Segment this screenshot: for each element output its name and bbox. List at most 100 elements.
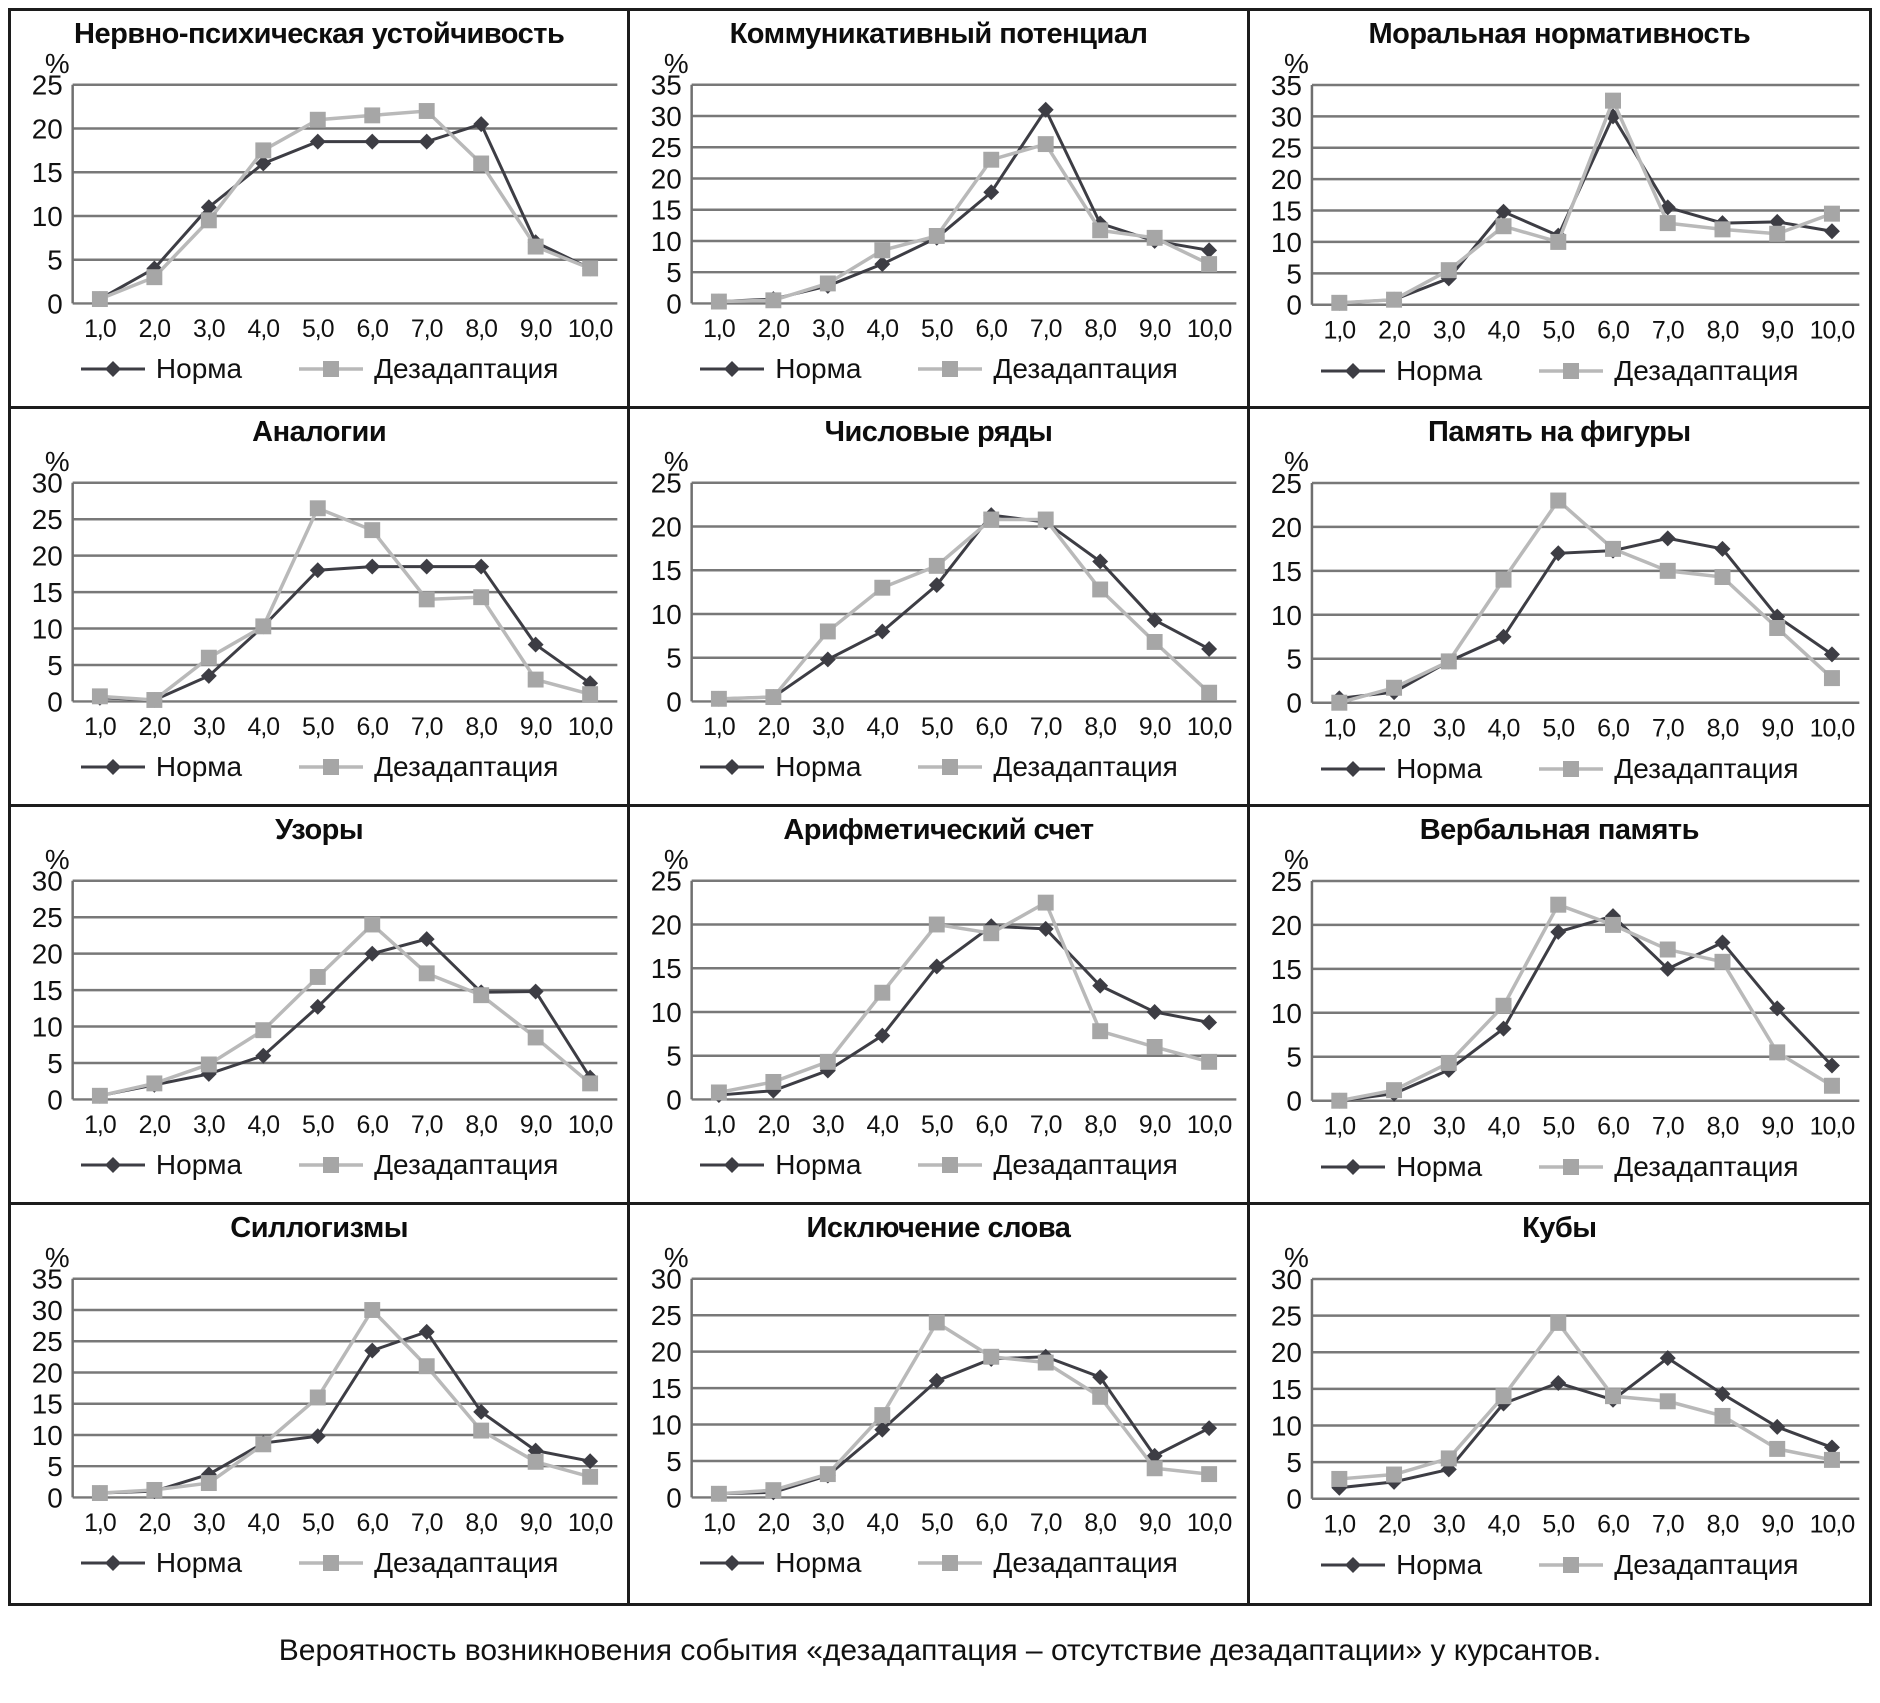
chart-title: Исключение слова: [806, 1212, 1071, 1244]
dez-point-marker-icon: [200, 649, 217, 666]
dez-point-marker-icon: [929, 1314, 946, 1331]
x-tick-label: 2,0: [139, 1112, 171, 1139]
dez-square-marker-icon: [1539, 1556, 1604, 1573]
x-tick-label: 3,0: [1433, 1113, 1465, 1141]
x-tick-label: 8,0: [1085, 714, 1117, 741]
y-tick-label: 5: [667, 643, 682, 674]
dez-point-marker-icon: [1495, 1388, 1512, 1405]
x-tick-label: 6,0: [976, 316, 1008, 343]
chart-plot: % 0 5 10 15 20 25 30 1,0 2,0 3,0 4,0 5,0 6,0 7,0 8,0 9,0…: [1271, 1242, 1859, 1539]
dez-point-marker-icon: [1604, 540, 1621, 557]
dez-point-marker-icon: [1385, 291, 1402, 308]
dez-square-marker-icon: [1539, 760, 1604, 777]
y-tick-label: 10: [32, 201, 63, 232]
dez-point-marker-icon: [1823, 1451, 1840, 1468]
x-tick-label: 4,0: [1487, 1511, 1519, 1539]
dez-point-marker-icon: [983, 1348, 1000, 1365]
x-tick-label: 8,0: [465, 714, 497, 741]
dez-point-marker-icon: [1659, 941, 1676, 958]
norm-diamond-marker-icon: [80, 759, 145, 776]
legend-entry-norm: Норма: [699, 353, 861, 385]
dez-point-marker-icon: [200, 212, 217, 229]
norm-legend-label: Норма: [1396, 354, 1483, 386]
x-tick-label: 1,0: [1323, 317, 1355, 345]
norm-diamond-marker-icon: [700, 1157, 765, 1174]
dez-point-marker-icon: [765, 689, 782, 706]
x-tick-label: 2,0: [758, 714, 790, 741]
x-tick-label: 10,0: [1809, 1113, 1854, 1141]
dez-legend-label: Дезадаптация: [1614, 1548, 1799, 1580]
x-tick-label: 4,0: [867, 1510, 899, 1537]
norm-point-marker-icon: [1549, 923, 1566, 940]
x-tick-label: 3,0: [812, 316, 844, 343]
x-tick-label: 2,0: [1378, 1113, 1410, 1141]
x-tick-label: 6,0: [356, 1112, 388, 1139]
norm-diamond-marker-icon: [1321, 760, 1386, 777]
norm-point-marker-icon: [418, 558, 435, 575]
y-tick-label: 15: [32, 975, 63, 1006]
x-tick-label: 5,0: [1542, 317, 1574, 345]
dez-series-line: [1338, 902, 1833, 1103]
norm-point-marker-icon: [1659, 530, 1676, 547]
y-axis-unit-label: %: [664, 844, 689, 875]
y-tick-label: 10: [651, 226, 682, 257]
dez-point-marker-icon: [1147, 1038, 1163, 1055]
dez-legend-label: Дезадаптация: [374, 1547, 559, 1579]
dez-point-marker-icon: [473, 155, 490, 172]
norm-point-marker-icon: [473, 116, 490, 133]
y-tick-label: 30: [1271, 101, 1302, 132]
norm-legend-label: Норма: [775, 353, 862, 385]
dez-point-marker-icon: [473, 987, 490, 1004]
norm-diamond-marker-icon: [80, 1157, 145, 1174]
dez-point-marker-icon: [1147, 1460, 1163, 1477]
norm-point-marker-icon: [255, 155, 272, 172]
dez-point-marker-icon: [1495, 571, 1512, 588]
dez-point-marker-icon: [1038, 136, 1054, 153]
x-tick-label: 9,0: [520, 1510, 552, 1537]
y-tick-label: 25: [1271, 468, 1302, 499]
dez-point-marker-icon: [1823, 205, 1840, 222]
x-tick-label: 3,0: [1433, 1511, 1465, 1539]
norm-point-marker-icon: [1201, 242, 1218, 259]
x-tick-label: 8,0: [1706, 1113, 1738, 1141]
legend-entry-norm: Норма: [1320, 355, 1482, 387]
y-tick-label: 20: [1271, 1337, 1302, 1368]
dez-point-marker-icon: [1092, 222, 1109, 239]
y-tick-label: 35: [1271, 70, 1302, 101]
x-tick-label: 1,0: [703, 1510, 735, 1537]
dez-point-marker-icon: [1330, 694, 1347, 711]
chart-legend: Норма Дезадаптация: [15, 353, 623, 385]
chart-panel: Моральная нормативность % 0 5 10 15 20 25 30 35 1…: [1249, 11, 1869, 409]
dez-point-marker-icon: [929, 557, 946, 574]
x-tick-label: 7,0: [1030, 316, 1062, 343]
norm-point-marker-icon: [1768, 1418, 1785, 1435]
chart-panel: Кубы % 0 5 10 15 20 25 30 1,0 2,0 3,0 4,0 5,0 6,0 7,0 8…: [1249, 1205, 1869, 1603]
y-tick-label: 20: [32, 1357, 63, 1388]
y-axis-unit-label: %: [1284, 48, 1309, 79]
y-tick-label: 15: [32, 157, 63, 188]
x-tick-label: 2,0: [758, 1510, 790, 1537]
dez-point-marker-icon: [1768, 1440, 1785, 1457]
dez-series-line: [719, 142, 1211, 304]
dez-point-marker-icon: [200, 1056, 217, 1073]
y-tick-label: 20: [32, 939, 63, 970]
norm-point-marker-icon: [1201, 1420, 1218, 1437]
chart-legend: Норма Дезадаптация: [634, 1547, 1242, 1579]
dez-point-marker-icon: [146, 1481, 163, 1498]
dez-point-marker-icon: [91, 291, 108, 308]
y-axis-unit-label: %: [1284, 844, 1309, 875]
dez-point-marker-icon: [1495, 997, 1512, 1014]
dez-point-marker-icon: [91, 1485, 108, 1502]
chart-plot: % 0 5 10 15 20 25 30 1,0 2,0 3,0 4,0 5,0 6,0 7,0 8,0 9,0…: [32, 446, 618, 741]
chart-panel: Аналогии % 0 5 10 15 20 25 30 1,0 2,0 3,0 4,0 5,0 6,0…: [11, 409, 631, 807]
dez-point-marker-icon: [1385, 679, 1402, 696]
dez-point-marker-icon: [1201, 1053, 1218, 1070]
norm-diamond-marker-icon: [700, 1555, 765, 1572]
dez-point-marker-icon: [1823, 1077, 1840, 1094]
y-tick-label: 5: [47, 650, 62, 681]
norm-series-line: [719, 1355, 1211, 1496]
x-tick-label: 1,0: [84, 1510, 116, 1537]
x-tick-label: 7,0: [411, 316, 443, 343]
dez-point-marker-icon: [309, 111, 326, 128]
